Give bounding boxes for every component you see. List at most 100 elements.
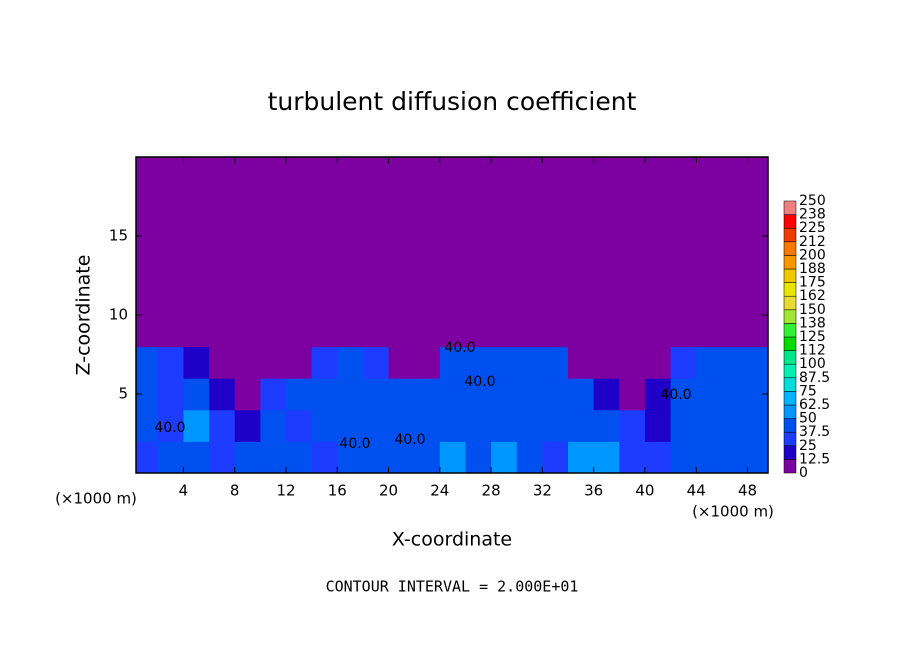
cell	[388, 251, 415, 284]
cell	[285, 346, 313, 379]
colorbar-label: 225	[799, 220, 826, 236]
cell	[465, 441, 492, 473]
cell	[414, 346, 441, 379]
cell	[568, 346, 595, 379]
cell	[721, 157, 748, 190]
cell	[414, 315, 441, 348]
cell	[414, 157, 441, 190]
cell	[568, 220, 595, 253]
cell	[260, 346, 287, 379]
cell	[491, 346, 518, 379]
cell	[491, 409, 518, 442]
cell	[234, 220, 261, 253]
cell	[157, 188, 184, 221]
x-tick-label: 40	[635, 482, 654, 500]
cell	[234, 315, 261, 348]
cell	[491, 441, 518, 473]
cell	[414, 188, 441, 221]
y-tick-label: 5	[118, 385, 128, 403]
cell	[747, 409, 768, 442]
cell	[542, 315, 569, 348]
cell	[439, 220, 466, 253]
cell	[696, 346, 723, 379]
cell	[619, 378, 646, 411]
cell	[644, 157, 672, 190]
cell	[721, 409, 748, 442]
cell	[183, 188, 210, 221]
cell	[439, 157, 466, 190]
colorbar-box	[783, 418, 797, 433]
cell	[209, 157, 236, 190]
cell	[721, 188, 748, 221]
cell	[542, 409, 569, 442]
cell	[362, 188, 390, 221]
cell	[337, 188, 364, 221]
colorbar-box	[783, 200, 797, 215]
cell	[388, 220, 415, 253]
x-tick-label: 36	[584, 482, 603, 500]
x-tick-label: 20	[379, 482, 398, 500]
cell	[593, 409, 620, 442]
cell	[234, 283, 261, 316]
x-tick-label: 44	[687, 482, 706, 500]
cell	[311, 157, 338, 190]
cell	[439, 441, 466, 473]
cell	[619, 283, 646, 316]
cell	[542, 378, 569, 411]
colorbar-box	[783, 255, 797, 270]
cell	[234, 157, 261, 190]
cell	[747, 251, 768, 284]
cell	[337, 251, 364, 284]
cell	[593, 346, 620, 379]
cell	[209, 283, 236, 316]
cell	[136, 346, 159, 379]
cell	[516, 188, 543, 221]
contour-label: 40.0	[444, 340, 475, 356]
colorbar-label: 12.5	[799, 451, 830, 467]
cell	[568, 157, 595, 190]
cell	[157, 251, 184, 284]
cell	[542, 283, 569, 316]
cell	[209, 346, 236, 379]
cell	[209, 220, 236, 253]
colorbar-box	[783, 350, 797, 365]
cell	[491, 251, 518, 284]
cell	[260, 378, 287, 411]
cell	[362, 378, 390, 411]
cell	[157, 378, 184, 411]
cell	[439, 188, 466, 221]
cell	[670, 251, 697, 284]
cell	[285, 315, 313, 348]
cell	[234, 346, 261, 379]
colorbar-label: 212	[799, 234, 826, 250]
cell	[260, 157, 287, 190]
cell	[209, 378, 236, 411]
cell	[234, 441, 261, 473]
colorbar-box	[783, 404, 797, 419]
cell	[465, 378, 492, 411]
colorbar-box	[783, 445, 797, 460]
y-unit-label: (×1000 m)	[55, 490, 137, 508]
cell	[542, 251, 569, 284]
x-tick-label: 8	[230, 482, 240, 500]
cell	[260, 441, 287, 473]
colorbar-label: 100	[799, 356, 826, 372]
cell	[747, 220, 768, 253]
cell	[619, 157, 646, 190]
cell	[491, 188, 518, 221]
colorbar-label: 238	[799, 207, 826, 223]
cell	[619, 346, 646, 379]
cell	[337, 315, 364, 348]
cell	[388, 283, 415, 316]
y-axis-label: Z-coordinate	[73, 255, 95, 376]
cell	[285, 441, 313, 473]
cell	[696, 220, 723, 253]
cell	[209, 315, 236, 348]
cell	[568, 409, 595, 442]
cell	[362, 409, 390, 442]
cell	[619, 441, 646, 473]
cell	[542, 441, 569, 473]
cell	[465, 346, 492, 379]
cell	[183, 441, 210, 473]
cell	[593, 283, 620, 316]
